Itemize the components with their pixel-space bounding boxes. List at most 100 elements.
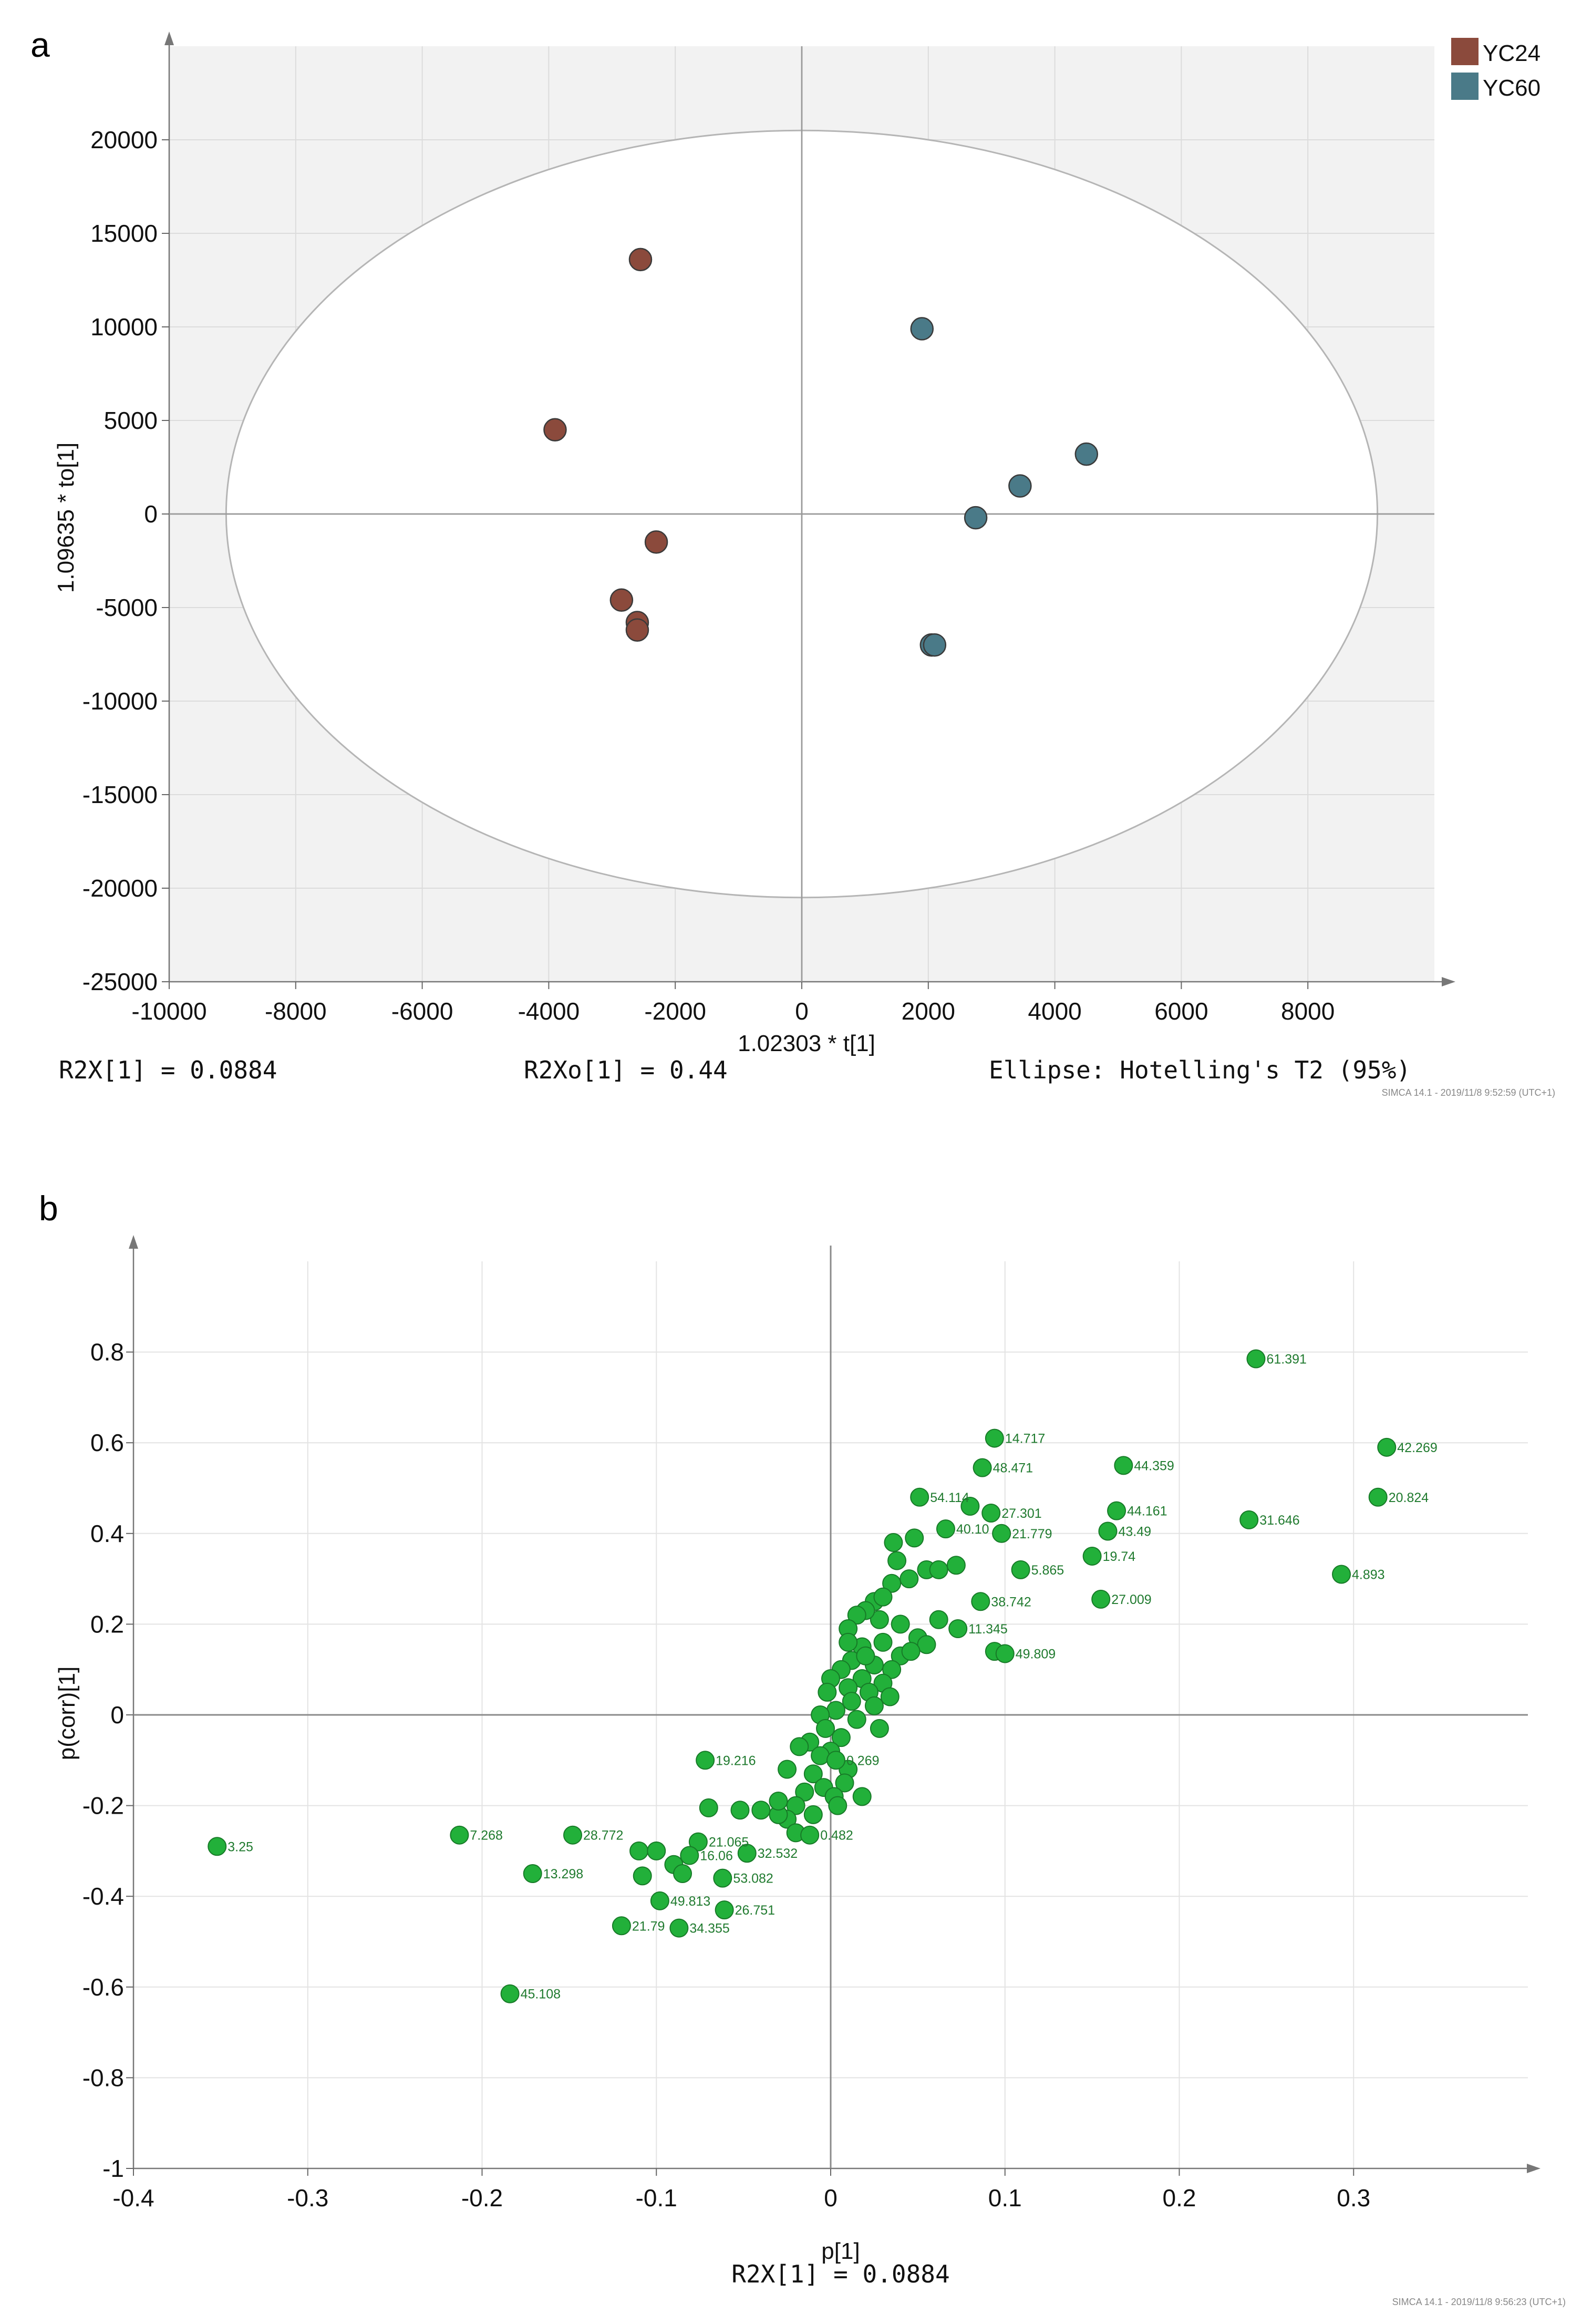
loading-point: [769, 1791, 788, 1811]
loading-point-label: 38.742: [991, 1595, 1031, 1609]
loading-point: [523, 1864, 542, 1884]
loading-point-label: 44.359: [1134, 1458, 1174, 1473]
panel-b-x-arrow: [1527, 2164, 1541, 2173]
panel-a-x-axis-label: 1.02303 * t[1]: [738, 1031, 875, 1056]
panel-a-y-tick-label: 15000: [90, 220, 158, 247]
loading-point: [699, 1798, 718, 1817]
loading-point: [818, 1682, 837, 1702]
panel-a-x-tick-label: 8000: [1281, 998, 1335, 1025]
loading-point: [803, 1764, 823, 1784]
panel-a-tick-labels: -10000 -8000 -6000 -4000 -2000 0 2000 4000 6000 8…: [82, 126, 1335, 1025]
loading-point: [847, 1606, 866, 1625]
panel-a-legend: YC24 YC60: [1451, 38, 1541, 101]
loading-point: [900, 1569, 919, 1589]
loading-point: [1082, 1546, 1102, 1566]
panel-a-y-tick-label: -15000: [82, 781, 158, 808]
loading-point: [826, 1751, 845, 1770]
loading-point: [1246, 1349, 1266, 1369]
point-yc24: [609, 588, 634, 612]
loading-point-label: 4.893: [1352, 1567, 1385, 1582]
loading-point: [816, 1719, 835, 1738]
panel-b-x-tick-label: 0: [824, 2184, 838, 2212]
loading-point: [811, 1746, 830, 1765]
panel-a-r2x: R2X[1] = 0.0884: [59, 1056, 277, 1084]
loading-point-label: 49.809: [1016, 1647, 1056, 1661]
loading-point: [960, 1497, 980, 1516]
loading-point-label: 5.865: [1031, 1563, 1064, 1578]
loading-point: [786, 1796, 805, 1815]
loading-point: [929, 1560, 948, 1579]
legend-label-yc60: YC60: [1483, 75, 1541, 101]
legend-label-yc24: YC24: [1483, 40, 1541, 66]
panel-b-y-tick-label: 0.2: [90, 1610, 124, 1638]
loading-point-label: 44.161: [1127, 1504, 1167, 1519]
panel-a-y-axis-label: 1.09635 * to[1]: [53, 443, 79, 593]
panel-b-x-axis-label: p[1]: [821, 2238, 860, 2264]
loading-point: [870, 1719, 889, 1738]
loading-point: [901, 1642, 921, 1661]
loading-point: [680, 1846, 699, 1865]
loading-point: [629, 1841, 649, 1860]
loading-point-label: 61.391: [1266, 1352, 1306, 1367]
loading-point: [842, 1692, 861, 1711]
loading-point: [1107, 1501, 1126, 1520]
loading-point-label: 42.269: [1397, 1441, 1437, 1455]
loading-point: [669, 1918, 689, 1938]
loading-point: [737, 1844, 757, 1863]
panel-b-axes: [129, 1235, 1541, 2173]
panel-a-y-tick-label: -10000: [82, 687, 158, 715]
point-yc24: [628, 248, 653, 272]
point-yc60: [923, 633, 947, 657]
panel-b-y-tick-label: 0.8: [90, 1339, 124, 1366]
panel-a-x-tick-label: -6000: [391, 998, 453, 1025]
loading-point: [884, 1533, 903, 1552]
loading-point: [647, 1841, 666, 1860]
panel-a-x-tick-label: -2000: [644, 998, 706, 1025]
loading-point: [946, 1556, 966, 1575]
panel-a-r2xo: R2Xo[1] = 0.44: [524, 1056, 728, 1084]
loading-point-label: 49.813: [670, 1894, 710, 1909]
loading-point-label: 19.74: [1103, 1549, 1136, 1564]
panel-b-y-tick-label: -1: [102, 2155, 124, 2182]
loading-point: [563, 1825, 583, 1845]
panel-a-x-tick-label: -8000: [265, 998, 327, 1025]
point-yc24: [543, 418, 567, 442]
loading-point: [917, 1635, 936, 1654]
panel-b-footer: SIMCA 14.1 - 2019/11/8 9:56:23 (UTC+1): [1392, 2297, 1566, 2307]
loading-point: [688, 1832, 708, 1852]
loading-point: [948, 1619, 968, 1639]
point-yc60: [910, 317, 934, 341]
panel-a-x-tick-label: -10000: [131, 998, 206, 1025]
panel-b-x-tick-label: -0.3: [287, 2184, 328, 2212]
point-yc60: [1008, 474, 1032, 498]
point-yc60: [964, 506, 988, 530]
loading-point-label: 45.108: [521, 1987, 561, 2002]
panel-a-x-tick-label: -4000: [518, 998, 580, 1025]
loading-point: [856, 1646, 875, 1665]
panel-a-y-tick-label: 5000: [104, 407, 158, 434]
loading-point: [500, 1984, 520, 2003]
loading-point: [1239, 1510, 1259, 1529]
panel-b-y-tick-label: 0.4: [90, 1520, 124, 1547]
panel-a-y-tick-label: 10000: [90, 313, 158, 341]
panel-b-r2x: R2X[1] = 0.0884: [731, 2260, 949, 2288]
loading-point: [778, 1760, 797, 1779]
panel-a-y-tick-label: -20000: [82, 875, 158, 902]
panel-a-x-tick-label: 6000: [1154, 998, 1208, 1025]
loading-point: [981, 1503, 1001, 1523]
loading-point: [826, 1701, 845, 1720]
loading-point: [650, 1891, 669, 1910]
loading-point: [696, 1751, 715, 1770]
panel-b-y-tick-label: -0.4: [82, 1883, 124, 1910]
loading-point-label: 21.79: [632, 1919, 665, 1934]
panel-b-tick-labels: -0.4 -0.3 -0.2 -0.1 0 0.1 0.2 0.3 -1 -0.8 -0.6 -0.4…: [82, 1339, 1370, 2212]
loading-point: [673, 1864, 692, 1884]
panel-a-footer: SIMCA 14.1 - 2019/11/8 9:52:59 (UTC+1): [1382, 1087, 1555, 1098]
loading-point: [795, 1782, 814, 1802]
panel-a-x-tick-label: 2000: [902, 998, 955, 1025]
loading-point-label: 53.082: [733, 1871, 773, 1886]
loading-point: [800, 1825, 820, 1845]
panel-a-axes: [164, 32, 1455, 986]
panel-a: a -10000 -8000 -6000 -4000 -2000 0 2000 4000 600…: [30, 25, 1555, 1098]
loading-point: [1377, 1437, 1397, 1457]
